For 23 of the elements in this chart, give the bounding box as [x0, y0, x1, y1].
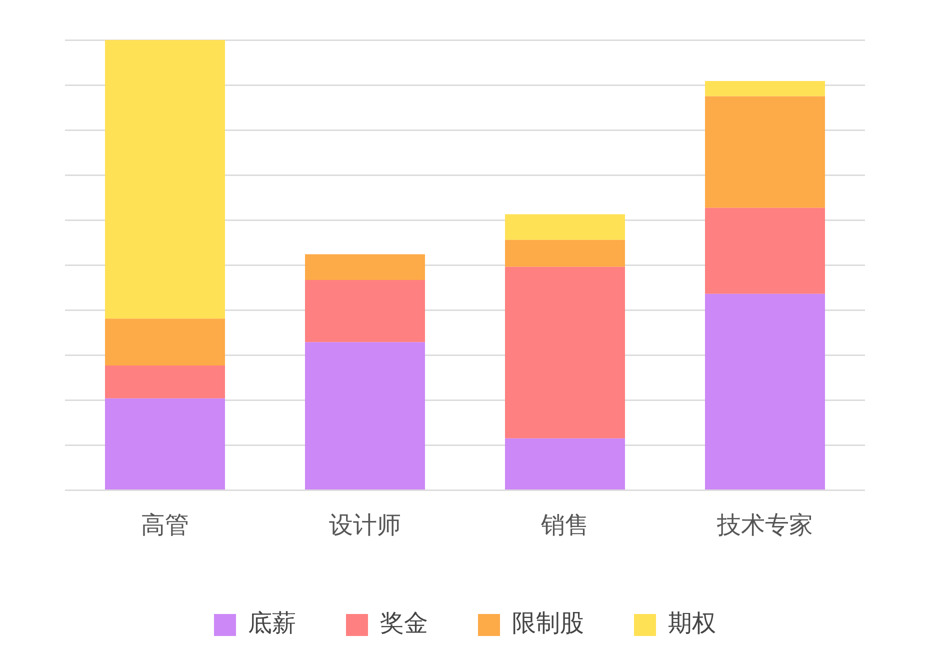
bar: [105, 318, 225, 366]
bar: [305, 280, 425, 342]
bar: [705, 80, 825, 96]
x-tick-label: 技术专家: [716, 510, 813, 539]
x-tick-label: 高管: [141, 510, 189, 539]
bar: [505, 438, 625, 490]
legend-label: 奖金: [380, 609, 428, 638]
bar: [105, 365, 225, 398]
bar: [505, 266, 625, 438]
bar: [705, 96, 825, 208]
bar: [105, 40, 225, 319]
x-tick-label: 销售: [540, 510, 589, 539]
legend-label: 底薪: [248, 609, 296, 638]
bar: [705, 294, 825, 490]
x-tick-label: 设计师: [329, 510, 401, 539]
bar: [505, 240, 625, 267]
bar: [705, 208, 825, 294]
bar: [105, 398, 225, 490]
bar: [305, 254, 425, 280]
legend-label: 期权: [668, 609, 716, 638]
bar: [305, 342, 425, 490]
bar: [505, 214, 625, 240]
legend-label: 限制股: [512, 609, 584, 638]
